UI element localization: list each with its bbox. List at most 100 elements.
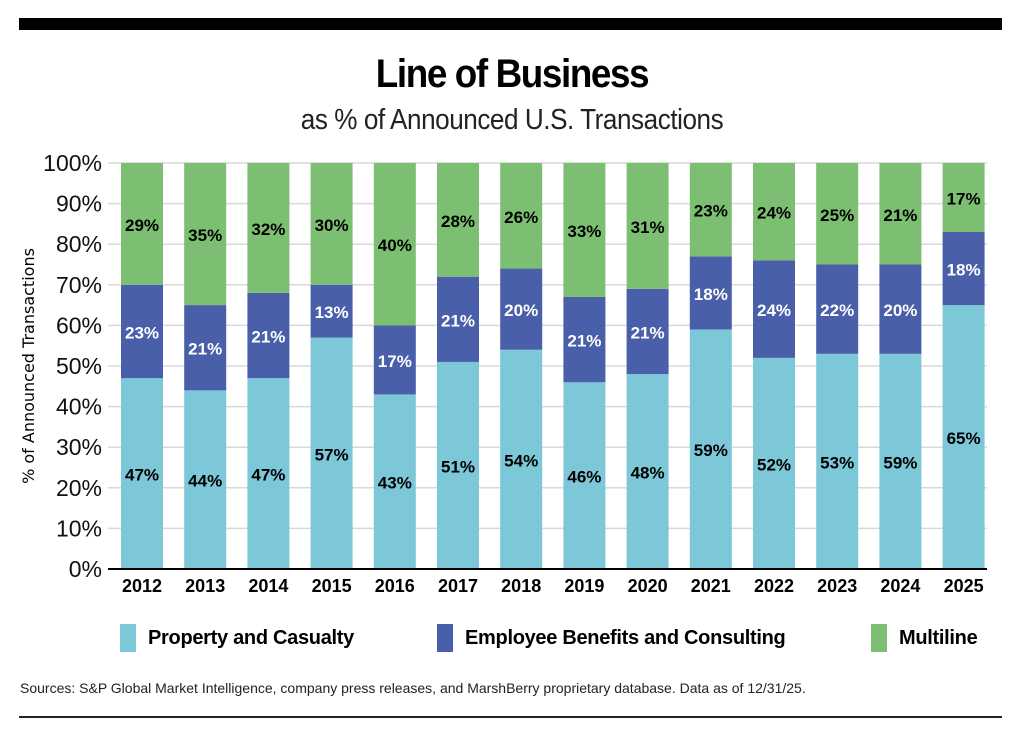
bar-property-and-casualty-2017	[437, 361, 479, 569]
value-label: 18%	[947, 261, 981, 280]
bar-property-and-casualty-2012	[121, 378, 163, 569]
value-label: 24%	[757, 204, 791, 223]
bar-multiline-2025	[942, 163, 985, 233]
bar-property-and-casualty-2019	[563, 382, 606, 569]
legend-label: Employee Benefits and Consulting	[465, 626, 786, 649]
bar-employee-benefits-and-consulting-2019	[563, 296, 606, 383]
bar-employee-benefits-and-consulting-2023	[816, 264, 859, 354]
bar-property-and-casualty-2022	[753, 357, 795, 569]
source-note: Sources: S&P Global Market Intelligence,…	[20, 680, 806, 696]
bar-multiline-2019	[563, 163, 606, 297]
y-axis-title: % of Announced Transactions	[19, 248, 38, 484]
legend-swatch-property-casualty	[120, 624, 136, 652]
y-tick-label: 100%	[43, 150, 102, 176]
value-label: 20%	[504, 301, 538, 320]
bar-multiline-2015	[310, 163, 353, 285]
bars	[121, 163, 985, 569]
value-label: 24%	[757, 301, 791, 320]
y-tick-label: 90%	[56, 191, 102, 217]
y-tick-label: 10%	[56, 515, 102, 541]
bar-multiline-2021	[689, 163, 732, 257]
bar-multiline-2020	[626, 163, 669, 289]
x-tick-label: 2015	[312, 576, 352, 596]
value-label: 29%	[125, 216, 159, 235]
value-label: 18%	[694, 285, 728, 304]
value-label: 13%	[315, 303, 349, 322]
value-label: 21%	[567, 332, 601, 351]
bar-multiline-2018	[500, 163, 543, 269]
value-label: 65%	[947, 429, 981, 448]
value-label: 21%	[883, 206, 917, 225]
bar-employee-benefits-and-consulting-2022	[753, 260, 795, 358]
value-label: 23%	[694, 202, 728, 221]
y-tick-label: 30%	[56, 434, 102, 460]
bar-employee-benefits-and-consulting-2024	[879, 264, 922, 354]
value-label: 53%	[820, 453, 854, 472]
legend-swatch-employee-benefits	[437, 624, 453, 652]
value-label: 21%	[631, 323, 665, 342]
value-label: 47%	[125, 466, 159, 485]
bar-property-and-casualty-2016	[373, 394, 416, 569]
legend-label: Property and Casualty	[148, 626, 354, 649]
value-label: 28%	[441, 212, 475, 231]
x-tick-label: 2017	[438, 576, 478, 596]
value-label: 20%	[883, 301, 917, 320]
bar-employee-benefits-and-consulting-2018	[500, 268, 543, 350]
value-label: 35%	[188, 226, 222, 245]
chart-subtitle: as % of Announced U.S. Transactions	[300, 104, 724, 136]
bar-employee-benefits-and-consulting-2021	[689, 256, 732, 330]
value-label: 26%	[504, 208, 538, 227]
bar-employee-benefits-and-consulting-2013	[184, 305, 227, 391]
bar-employee-benefits-and-consulting-2017	[437, 276, 479, 362]
value-label: 21%	[251, 328, 285, 347]
x-tick-label: 2012	[122, 576, 162, 596]
value-label: 57%	[315, 445, 349, 464]
legend-swatch-multiline	[871, 624, 887, 652]
bar-property-and-casualty-2018	[500, 349, 543, 569]
value-label: 54%	[504, 451, 538, 470]
value-label: 59%	[883, 453, 917, 472]
x-tick-label: 2018	[501, 576, 541, 596]
value-label: 21%	[441, 311, 475, 330]
value-label: 59%	[694, 441, 728, 460]
x-tick-label: 2025	[944, 576, 984, 596]
value-label: 46%	[567, 468, 601, 487]
y-tick-label: 80%	[56, 231, 102, 257]
value-label: 33%	[567, 222, 601, 241]
value-label: 47%	[251, 466, 285, 485]
x-tick-label: 2024	[880, 576, 920, 596]
bar-multiline-2022	[753, 163, 795, 261]
bar-property-and-casualty-2020	[626, 374, 669, 569]
legend-item-property-casualty: Property and Casualty	[120, 624, 354, 652]
value-label: 40%	[378, 236, 412, 255]
bar-employee-benefits-and-consulting-2020	[626, 288, 669, 375]
x-tick-label: 2016	[375, 576, 415, 596]
y-tick-label: 20%	[56, 475, 102, 501]
bar-multiline-2016	[373, 163, 416, 326]
bar-employee-benefits-and-consulting-2015	[310, 284, 353, 338]
bar-multiline-2023	[816, 163, 859, 265]
x-tick-label: 2022	[754, 576, 794, 596]
x-tick-label: 2014	[248, 576, 288, 596]
y-tick-label: 70%	[56, 272, 102, 298]
x-tick-label: 2020	[628, 576, 668, 596]
bar-property-and-casualty-2025	[942, 305, 985, 569]
bar-property-and-casualty-2024	[879, 353, 922, 569]
bar-multiline-2017	[437, 163, 479, 277]
bar-employee-benefits-and-consulting-2012	[121, 284, 163, 379]
bar-property-and-casualty-2014	[247, 378, 290, 569]
top-rule	[19, 18, 1002, 30]
bar-property-and-casualty-2015	[310, 337, 353, 569]
bottom-rule	[19, 716, 1002, 718]
x-tick-label: 2019	[564, 576, 604, 596]
value-label: 48%	[631, 464, 665, 483]
bar-multiline-2012	[121, 163, 163, 285]
axes: 0% 10% 20% 30% 40% 50% 60% 70% 80% 90% 100% 2012 201…	[43, 150, 987, 596]
legend-item-multiline: Multiline	[871, 624, 978, 652]
bar-employee-benefits-and-consulting-2025	[942, 232, 985, 306]
chart-title: Line of Business	[375, 52, 650, 96]
value-label: 43%	[378, 474, 412, 493]
value-label: 52%	[757, 455, 791, 474]
legend-item-employee-benefits: Employee Benefits and Consulting	[437, 624, 786, 652]
value-label: 21%	[188, 340, 222, 359]
